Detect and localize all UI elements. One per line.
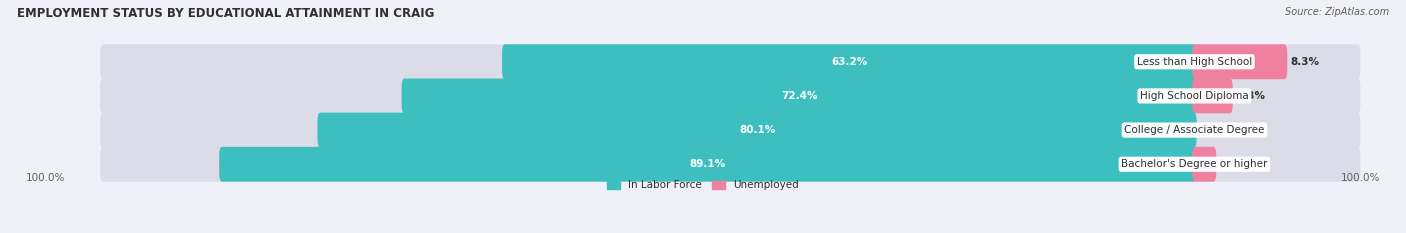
FancyBboxPatch shape	[1192, 44, 1361, 79]
Text: 89.1%: 89.1%	[690, 159, 725, 169]
Text: 8.3%: 8.3%	[1291, 57, 1319, 67]
Text: College / Associate Degree: College / Associate Degree	[1125, 125, 1264, 135]
FancyBboxPatch shape	[1192, 79, 1361, 113]
Text: Bachelor's Degree or higher: Bachelor's Degree or higher	[1121, 159, 1268, 169]
FancyBboxPatch shape	[402, 79, 1197, 113]
Text: 100.0%: 100.0%	[25, 173, 65, 183]
FancyBboxPatch shape	[318, 113, 1197, 147]
Text: Less than High School: Less than High School	[1137, 57, 1253, 67]
FancyBboxPatch shape	[1192, 79, 1233, 113]
FancyBboxPatch shape	[1192, 113, 1361, 147]
FancyBboxPatch shape	[100, 147, 1197, 182]
FancyBboxPatch shape	[100, 79, 1197, 113]
FancyBboxPatch shape	[1192, 147, 1216, 182]
Text: 72.4%: 72.4%	[780, 91, 817, 101]
FancyBboxPatch shape	[219, 147, 1197, 182]
FancyBboxPatch shape	[100, 44, 1197, 79]
FancyBboxPatch shape	[1192, 147, 1361, 182]
Text: 1.8%: 1.8%	[1219, 159, 1249, 169]
Text: 0.0%: 0.0%	[1199, 125, 1229, 135]
Text: 3.3%: 3.3%	[1236, 91, 1265, 101]
FancyBboxPatch shape	[502, 44, 1197, 79]
Text: Source: ZipAtlas.com: Source: ZipAtlas.com	[1285, 7, 1389, 17]
Text: 63.2%: 63.2%	[831, 57, 868, 67]
FancyBboxPatch shape	[100, 113, 1197, 147]
Text: EMPLOYMENT STATUS BY EDUCATIONAL ATTAINMENT IN CRAIG: EMPLOYMENT STATUS BY EDUCATIONAL ATTAINM…	[17, 7, 434, 20]
FancyBboxPatch shape	[1192, 44, 1288, 79]
Text: High School Diploma: High School Diploma	[1140, 91, 1249, 101]
Text: 80.1%: 80.1%	[740, 125, 775, 135]
Legend: In Labor Force, Unemployed: In Labor Force, Unemployed	[603, 176, 803, 195]
Text: 100.0%: 100.0%	[1341, 173, 1381, 183]
